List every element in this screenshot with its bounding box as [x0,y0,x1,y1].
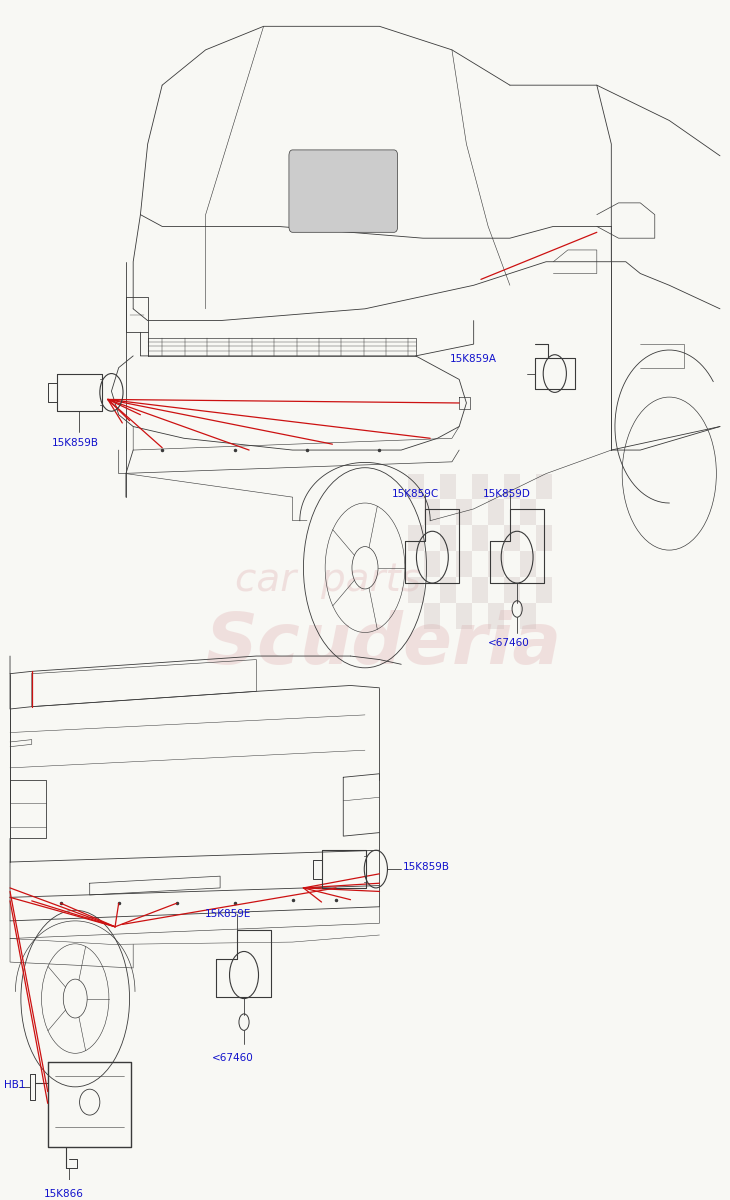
Bar [488,551,504,577]
Bar [536,474,552,499]
Text: 15K859D: 15K859D [483,488,530,499]
Bar [536,526,552,551]
Text: car  parts: car parts [234,560,420,599]
Text: <67460: <67460 [212,1052,254,1063]
Bar [456,604,472,629]
Bar [504,526,520,551]
Bar [424,499,440,526]
Bar [409,474,424,499]
Text: Scuderia: Scuderia [206,610,562,679]
Text: 15K859C: 15K859C [392,488,439,499]
Text: 15K859E: 15K859E [205,910,251,919]
Bar [504,474,520,499]
Bar [440,577,456,604]
Bar [472,577,488,604]
Text: HB1: HB1 [4,1080,26,1090]
Text: 15K859B: 15K859B [403,862,450,872]
Bar [536,577,552,604]
Bar [488,604,504,629]
Text: 15K859B: 15K859B [51,438,99,449]
Bar [472,526,488,551]
Bar [440,526,456,551]
Bar [440,474,456,499]
Bar [424,604,440,629]
Text: 15K859A: 15K859A [450,354,496,364]
Bar [456,551,472,577]
Bar [520,604,536,629]
Bar [488,499,504,526]
Bar [504,577,520,604]
Bar [456,499,472,526]
Text: 15K866: 15K866 [44,1189,84,1199]
Bar [520,499,536,526]
Bar [409,526,424,551]
Bar [520,551,536,577]
Bar [472,474,488,499]
Bar [409,577,424,604]
Bar [424,551,440,577]
FancyBboxPatch shape [289,150,398,233]
Text: <67460: <67460 [488,638,530,648]
